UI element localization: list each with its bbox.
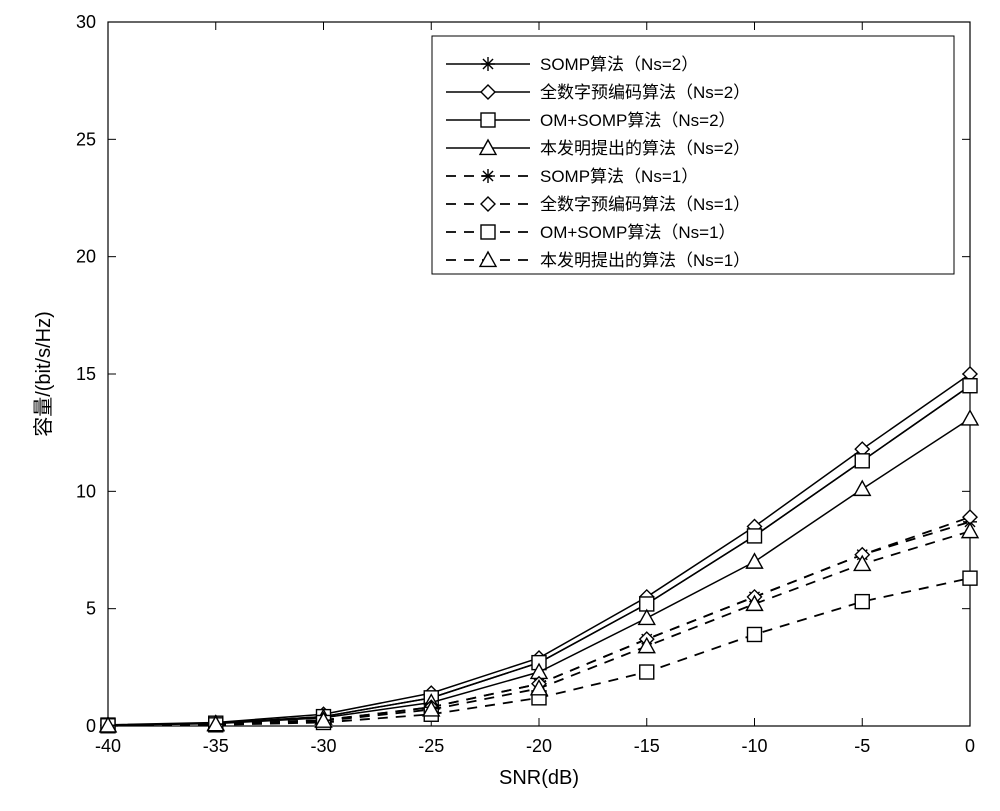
x-tick-label: -10	[741, 736, 767, 756]
y-tick-label: 20	[76, 247, 96, 267]
legend-label: SOMP算法（Ns=1）	[540, 167, 698, 186]
x-tick-label: -20	[526, 736, 552, 756]
legend-label: 全数字预编码算法（Ns=1）	[540, 195, 750, 214]
legend-label: 本发明提出的算法（Ns=2）	[540, 139, 750, 158]
y-axis-title: 容量/(bit/s/Hz)	[32, 311, 55, 437]
x-tick-label: -40	[95, 736, 121, 756]
y-tick-label: 10	[76, 481, 96, 501]
legend-label: OM+SOMP算法（Ns=1）	[540, 223, 736, 242]
y-tick-label: 25	[76, 129, 96, 149]
x-tick-label: 0	[965, 736, 975, 756]
x-tick-label: -15	[634, 736, 660, 756]
y-tick-label: 0	[86, 716, 96, 736]
y-tick-label: 30	[76, 12, 96, 32]
legend: SOMP算法（Ns=2） 全数字预编码算法（Ns=2） OM+SOMP算法（Ns=2…	[432, 36, 954, 274]
legend-label: SOMP算法（Ns=2）	[540, 55, 698, 74]
x-tick-label: -25	[418, 736, 444, 756]
legend-label: 全数字预编码算法（Ns=2）	[540, 83, 750, 102]
capacity-vs-snr-chart: -40 -35 -30 -25 -20 -15 -10 -5 0 0 5 10 15 20 25 30 SNR(…	[0, 0, 1000, 811]
legend-label: OM+SOMP算法（Ns=2）	[540, 111, 736, 130]
x-tick-label: -30	[310, 736, 336, 756]
y-tick-label: 15	[76, 364, 96, 384]
x-tick-label: -35	[203, 736, 229, 756]
legend-label: 本发明提出的算法（Ns=1）	[540, 251, 750, 270]
x-tick-label: -5	[854, 736, 870, 756]
y-tick-label: 5	[86, 599, 96, 619]
x-axis-title: SNR(dB)	[499, 767, 579, 789]
